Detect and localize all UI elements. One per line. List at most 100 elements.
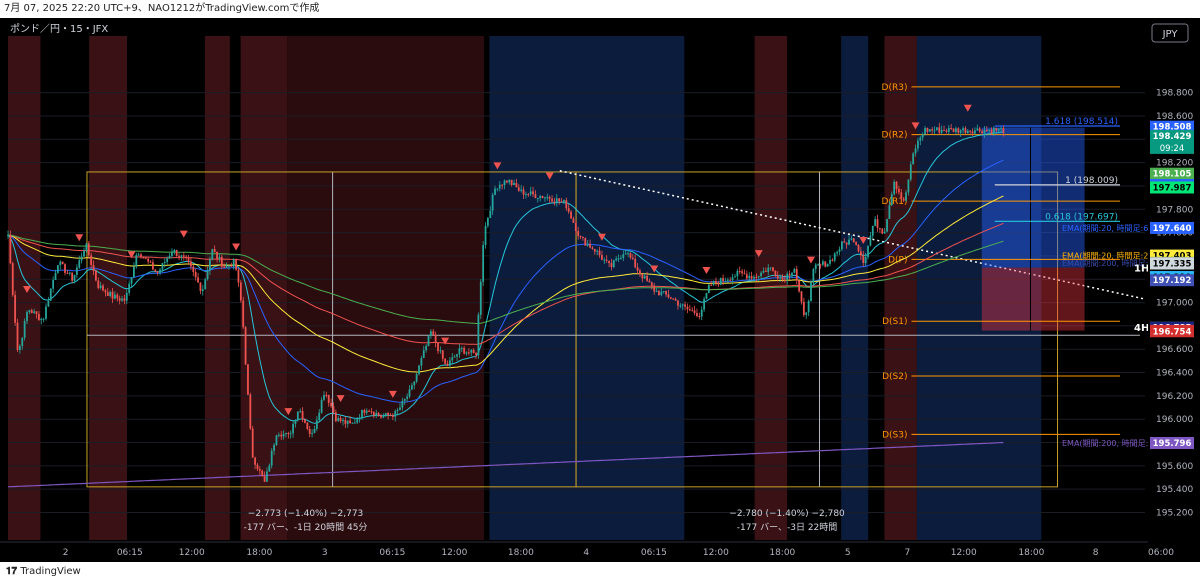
candle-body [527,194,530,196]
price-tag-bg [1150,120,1194,133]
candle-body [477,314,480,355]
candle-body [133,266,135,278]
price-tag-label: 198.508 [1153,123,1192,133]
candle-body [591,247,594,249]
candle-body [722,278,725,281]
candle-body [266,471,268,482]
candle-body [757,276,760,278]
candle-body [16,322,19,351]
candle-body [617,258,620,260]
candle-body [624,253,627,255]
sell-signal-marker [545,172,554,180]
candle-body [429,331,432,336]
candle-body [273,444,275,451]
candle-body [168,255,171,259]
time-axis[interactable]: 2 06:15 12:00 18:00 3 06:15 12:00 18:00 4 06:15 12… [0,541,1174,558]
candle-body [330,402,333,407]
candle-body [349,420,352,424]
candle-body [560,201,563,203]
candle-body [582,236,584,238]
candle-body [603,259,606,261]
currency-button[interactable]: JPY [1151,23,1189,43]
candle-body [660,291,663,296]
candle-body [204,279,207,290]
candle-body [959,130,962,133]
candle-body [743,273,746,275]
candle-body [49,288,52,301]
candle-body [318,412,321,421]
candle-body [380,415,382,418]
candle-body [907,179,910,193]
price-tick-label: 198.200 [1156,159,1193,169]
footer-brand: TradingView [20,566,81,577]
candle-body [125,292,128,301]
price-tag-bg [1150,257,1194,270]
candle-body [401,400,404,408]
price-axis-bg [1148,18,1200,562]
candle-body [52,279,55,289]
price-tick-label: 195.200 [1156,509,1193,519]
candle-body [68,272,71,274]
candle-body [669,297,672,299]
candle-body [73,274,76,281]
chart-labels: EMA(期間:20, 時間足:60)EMA(期間:20, 時間足:240)EMA… [244,224,1167,533]
candle-body [738,270,741,272]
time-tick-label: 06:15 [379,548,405,558]
price-tag: 195.796 [1150,436,1194,449]
measure-bars-label: -177 バー、-1日 20時間 45分 [244,522,368,533]
sell-signal-marker [23,286,32,294]
candlestick-chart[interactable]: D(R3) D(R2) D(R1) D(P) D(S1) D(S2) D(S3) 1.618… [0,18,1200,562]
candle-body [463,348,466,354]
candle-body [631,257,634,259]
candle-body [712,281,715,285]
candle-body [919,137,922,141]
price-tag-bg [1150,129,1194,154]
candle-body [515,182,518,188]
candle-body [579,235,582,237]
candle-body [945,130,948,132]
price-tag-bg [1150,274,1194,287]
candle-body [26,312,28,322]
candle-body [981,131,983,134]
ema-240-line [7,195,1004,373]
candle-body [636,267,639,271]
price-tag-label: 196.754 [1153,327,1192,337]
candle-body [144,257,147,259]
price-tag-label: 197.192 [1153,276,1192,286]
candle-body [282,433,285,437]
session-shading [8,36,1042,540]
candle-body [843,241,846,243]
candle-body [513,182,515,186]
candle-body [444,358,447,364]
candle-body [646,275,648,281]
candle-body [893,181,896,195]
candle-body [952,128,955,133]
candle-body [420,358,423,366]
candle-body [612,260,615,268]
candle-body [135,255,138,267]
candle-body [833,253,836,261]
candle-body [230,265,233,267]
candle-body [971,131,974,134]
candle-body [403,398,406,401]
time-tick-label: 18:00 [769,548,795,558]
candle-body [786,273,789,281]
candle-body [304,419,306,423]
price-tag: 198.429 09:24 [1150,129,1194,154]
candle-body [223,266,226,268]
price-tag-bg [1150,436,1194,449]
tradingview-logo-icon: 𝟏𝟕 [6,566,18,577]
measure-box [575,171,1059,488]
candle-body [586,243,589,246]
candle-body [859,251,862,256]
candle-body [242,300,245,328]
candle-body [643,275,646,279]
timeframe-label: 4H [1134,323,1149,334]
candle-body [61,261,64,265]
price-tick-label: 196.400 [1156,369,1193,379]
price-axis[interactable]: 198.800198.600198.400198.200198.000197.8… [1148,18,1200,562]
candle-body [45,306,47,319]
candle-body [824,261,827,267]
candle-body [254,457,256,465]
candle-body [814,264,817,270]
